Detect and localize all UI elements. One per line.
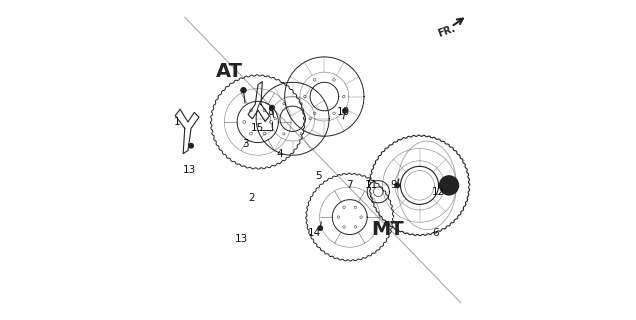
Text: 6: 6 — [432, 228, 439, 238]
Text: 4: 4 — [277, 149, 283, 159]
Text: 2: 2 — [248, 193, 254, 203]
Text: FR.: FR. — [436, 24, 457, 39]
Text: 10: 10 — [337, 108, 350, 117]
Text: 1: 1 — [174, 117, 180, 127]
Circle shape — [241, 88, 246, 93]
Text: AT: AT — [216, 62, 243, 81]
Text: MT: MT — [371, 220, 404, 239]
Text: 13: 13 — [183, 164, 196, 174]
Text: 8: 8 — [267, 108, 273, 117]
Text: 12: 12 — [432, 187, 445, 197]
Circle shape — [189, 143, 193, 148]
Text: 13: 13 — [235, 234, 249, 244]
Text: 3: 3 — [242, 139, 248, 149]
Text: 11: 11 — [365, 180, 378, 190]
Text: 9: 9 — [391, 180, 398, 190]
Text: 15: 15 — [251, 123, 265, 133]
Circle shape — [270, 105, 274, 110]
Text: 14: 14 — [308, 228, 321, 238]
Circle shape — [343, 108, 347, 113]
Circle shape — [318, 226, 322, 230]
Text: 7: 7 — [347, 180, 353, 190]
Circle shape — [395, 183, 399, 188]
Circle shape — [439, 176, 459, 195]
Text: 5: 5 — [315, 171, 321, 181]
